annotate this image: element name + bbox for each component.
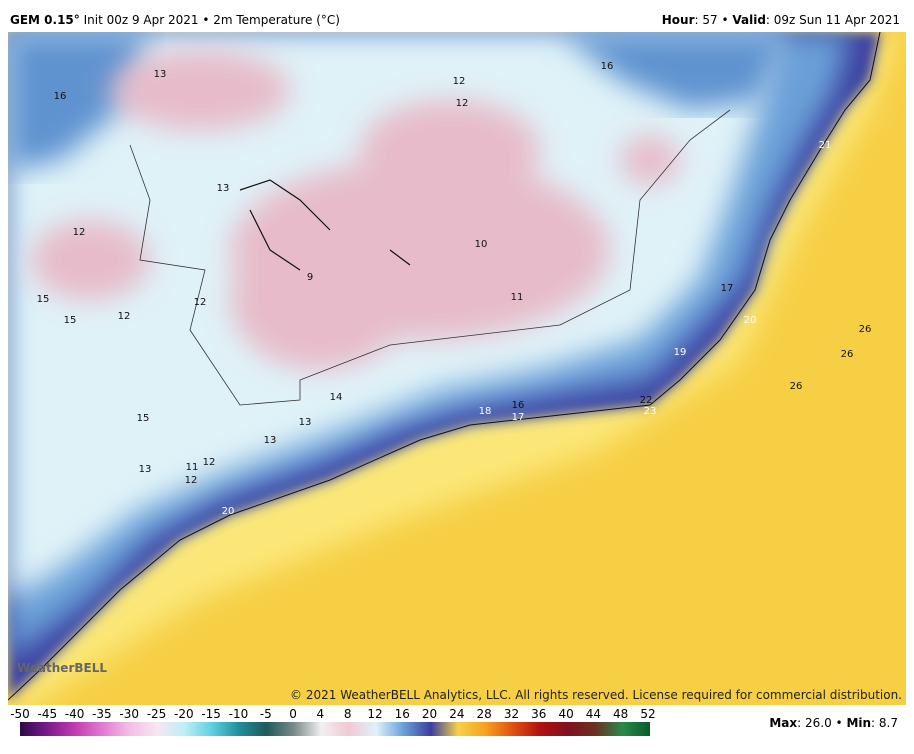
colorbar-tick-label: -25: [147, 707, 167, 721]
temp-label: 16: [601, 61, 614, 72]
temp-label: 9: [307, 272, 313, 283]
colorbar-tick-label: -5: [260, 707, 272, 721]
temp-label: 20: [744, 315, 757, 326]
colorbar-tick-label: 16: [395, 707, 410, 721]
max-min: Max: 26.0 • Min: 8.7: [769, 716, 898, 730]
colorbar-tick-label: 40: [558, 707, 573, 721]
temp-label: 12: [194, 297, 207, 308]
temp-label: 12: [185, 475, 198, 486]
text-piece: Hour: [662, 13, 695, 27]
colorbar-tick-label: 36: [531, 707, 546, 721]
temp-label: 12: [456, 98, 469, 109]
colorbar-tick-label: 8: [344, 707, 352, 721]
copyright: © 2021 WeatherBELL Analytics, LLC. All r…: [290, 688, 902, 702]
text-piece: Init 00z 9 Apr 2021 • 2m Temperature (°C…: [80, 13, 340, 27]
temp-label: 15: [37, 294, 50, 305]
temp-label: 11: [511, 292, 524, 303]
temp-label: 13: [154, 69, 167, 80]
colorbar-tick-label: -50: [10, 707, 30, 721]
temp-label: 12: [203, 457, 216, 468]
logo: WeatherBELL: [17, 661, 107, 675]
text-piece: Valid: [732, 13, 766, 27]
colorbar-tick-label: 0: [289, 707, 297, 721]
temp-label: 22: [640, 395, 653, 406]
temp-label: 17: [512, 412, 525, 423]
colorbar-tick-label: -10: [229, 707, 249, 721]
temp-label: 14: [330, 392, 343, 403]
colorbar-tick-label: -35: [92, 707, 112, 721]
colorbar-tick-label: 12: [367, 707, 382, 721]
temp-label: 26: [859, 324, 872, 335]
temp-label: 13: [264, 435, 277, 446]
temp-label: 16: [54, 91, 67, 102]
temp-label: 15: [64, 315, 77, 326]
text-piece: Max: [769, 716, 797, 730]
colorbar: [20, 722, 650, 736]
temp-label: 20: [222, 506, 235, 517]
temp-label: 26: [841, 349, 854, 360]
map: [8, 32, 906, 705]
text-piece: Min: [846, 716, 871, 730]
temp-label: 18: [479, 406, 492, 417]
text-piece: : 8.7: [871, 716, 898, 730]
colorbar-tick-label: -20: [174, 707, 194, 721]
colorbar-tick-label: 32: [504, 707, 519, 721]
colorbar-tick-label: -40: [65, 707, 85, 721]
colorbar-tick-label: -15: [201, 707, 221, 721]
temp-label: 12: [453, 76, 466, 87]
colorbar-tick-label: 44: [586, 707, 601, 721]
header-right: Hour: 57 • Valid: 09z Sun 11 Apr 2021: [662, 13, 900, 27]
temp-label: 10: [475, 239, 488, 250]
colorbar-tick-label: 20: [422, 707, 437, 721]
temp-label: 15: [137, 413, 150, 424]
temp-label: 19: [674, 347, 687, 358]
temp-label: 16: [512, 400, 525, 411]
temp-label: 21: [819, 140, 832, 151]
temp-label: 11: [186, 462, 199, 473]
temp-label: 17: [721, 283, 734, 294]
text-piece: : 26.0 •: [797, 716, 846, 730]
colorbar-tick-label: -30: [119, 707, 139, 721]
colorbar-tick-label: -45: [37, 707, 57, 721]
temp-label: 13: [139, 464, 152, 475]
colorbar-tick-label: 52: [640, 707, 655, 721]
text-piece: GEM 0.15°: [10, 13, 80, 27]
colorbar-tick-label: 28: [477, 707, 492, 721]
text-piece: : 57 •: [695, 13, 733, 27]
temp-label: 23: [644, 406, 657, 417]
colorbar-tick-label: 4: [317, 707, 325, 721]
colorbar-tick-label: 48: [613, 707, 628, 721]
temp-label: 26: [790, 381, 803, 392]
temp-label: 12: [73, 227, 86, 238]
temp-label: 12: [118, 311, 131, 322]
colorbar-tick-label: 24: [449, 707, 464, 721]
header-left: GEM 0.15° Init 00z 9 Apr 2021 • 2m Tempe…: [10, 13, 340, 27]
text-piece: : 09z Sun 11 Apr 2021: [766, 13, 900, 27]
temp-label: 13: [217, 183, 230, 194]
temp-label: 13: [299, 417, 312, 428]
